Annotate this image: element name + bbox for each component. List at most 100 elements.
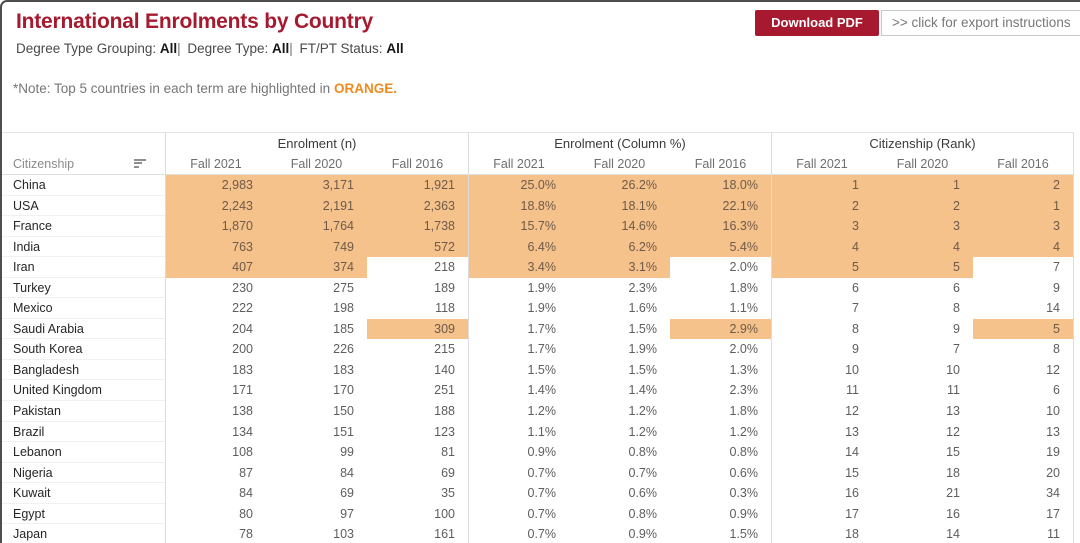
- value-cell[interactable]: 151: [333, 424, 354, 439]
- value-cell[interactable]: 12: [946, 424, 960, 439]
- group-header-citizenship-rank[interactable]: Citizenship (Rank): [771, 133, 1074, 154]
- value-cell[interactable]: 407: [165, 257, 266, 278]
- country-label[interactable]: United Kingdom: [2, 380, 165, 401]
- value-cell[interactable]: 1.2%: [729, 424, 759, 439]
- value-cell[interactable]: 200: [165, 339, 266, 360]
- value-cell[interactable]: 3,171: [266, 175, 367, 196]
- value-cell[interactable]: 1.5%: [628, 362, 658, 377]
- value-cell[interactable]: 1.8%: [729, 280, 759, 295]
- value-cell[interactable]: 22.1%: [670, 195, 771, 217]
- value-cell[interactable]: 763: [165, 236, 266, 258]
- value-cell[interactable]: 1: [771, 175, 872, 196]
- country-label[interactable]: Iran: [2, 257, 165, 278]
- value-cell[interactable]: 0.9%: [729, 506, 759, 521]
- value-cell[interactable]: 103: [333, 527, 354, 542]
- value-cell[interactable]: 0.9%: [468, 442, 569, 463]
- value-cell[interactable]: 10: [973, 401, 1074, 422]
- filter-value-degree-type-grouping[interactable]: All: [159, 41, 178, 56]
- value-cell[interactable]: 189: [434, 280, 455, 295]
- value-cell[interactable]: 2.9%: [670, 318, 771, 340]
- value-cell[interactable]: 7: [973, 257, 1074, 278]
- value-cell[interactable]: 84: [340, 465, 354, 480]
- value-cell[interactable]: 0.7%: [468, 503, 569, 525]
- value-cell[interactable]: 4: [973, 236, 1074, 258]
- value-cell[interactable]: 14: [771, 442, 872, 463]
- value-cell[interactable]: 140: [434, 362, 455, 377]
- value-cell[interactable]: 7: [771, 298, 872, 319]
- value-cell[interactable]: 35: [441, 486, 455, 501]
- value-cell[interactable]: 5.4%: [670, 236, 771, 258]
- value-cell[interactable]: 4: [771, 236, 872, 258]
- row-dimension-header[interactable]: Citizenship: [2, 154, 165, 174]
- value-cell[interactable]: 3.1%: [569, 257, 670, 278]
- term-header[interactable]: Fall 2021: [165, 154, 266, 174]
- country-label[interactable]: Bangladesh: [2, 360, 165, 381]
- term-header[interactable]: Fall 2021: [771, 154, 872, 174]
- value-cell[interactable]: 0.3%: [729, 486, 759, 501]
- value-cell[interactable]: 6: [953, 280, 960, 295]
- country-label[interactable]: Kuwait: [2, 483, 165, 504]
- country-label[interactable]: USA: [2, 196, 165, 217]
- value-cell[interactable]: 1.7%: [468, 339, 569, 360]
- value-cell[interactable]: 108: [165, 442, 266, 463]
- value-cell[interactable]: 20: [973, 462, 1074, 484]
- value-cell[interactable]: 8: [771, 318, 872, 340]
- value-cell[interactable]: 81: [441, 445, 455, 460]
- value-cell[interactable]: 2,191: [266, 195, 367, 217]
- country-label[interactable]: Saudi Arabia: [2, 319, 165, 340]
- value-cell[interactable]: 0.7%: [468, 462, 569, 484]
- value-cell[interactable]: 0.8%: [729, 445, 759, 460]
- value-cell[interactable]: 10: [771, 359, 872, 381]
- country-label[interactable]: Lebanon: [2, 442, 165, 463]
- value-cell[interactable]: 5: [872, 257, 973, 278]
- value-cell[interactable]: 2.3%: [729, 383, 759, 398]
- value-cell[interactable]: 1.5%: [729, 527, 759, 542]
- country-label[interactable]: South Korea: [2, 339, 165, 360]
- value-cell[interactable]: 2.3%: [628, 280, 658, 295]
- value-cell[interactable]: 6.2%: [569, 236, 670, 258]
- value-cell[interactable]: 9: [973, 277, 1074, 299]
- value-cell[interactable]: 18: [771, 524, 872, 543]
- value-cell[interactable]: 16: [946, 506, 960, 521]
- value-cell[interactable]: 18.1%: [569, 195, 670, 217]
- value-cell[interactable]: 15: [946, 445, 960, 460]
- value-cell[interactable]: 1.1%: [468, 421, 569, 443]
- term-header[interactable]: Fall 2020: [896, 157, 949, 171]
- value-cell[interactable]: 1.2%: [628, 404, 658, 419]
- country-label[interactable]: Egypt: [2, 504, 165, 525]
- value-cell[interactable]: 198: [333, 301, 354, 316]
- value-cell[interactable]: 4: [872, 236, 973, 258]
- value-cell[interactable]: 9: [771, 339, 872, 360]
- value-cell[interactable]: 14.6%: [569, 216, 670, 237]
- value-cell[interactable]: 2,243: [165, 195, 266, 217]
- value-cell[interactable]: 150: [333, 404, 354, 419]
- value-cell[interactable]: 12: [973, 359, 1074, 381]
- value-cell[interactable]: 6: [973, 380, 1074, 402]
- value-cell[interactable]: 99: [340, 445, 354, 460]
- value-cell[interactable]: 0.8%: [628, 445, 658, 460]
- value-cell[interactable]: 215: [434, 342, 455, 357]
- filter-value-degree-type[interactable]: All: [271, 41, 290, 56]
- value-cell[interactable]: 572: [367, 236, 468, 258]
- term-header[interactable]: Fall 2016: [973, 154, 1074, 174]
- value-cell[interactable]: 84: [165, 483, 266, 504]
- value-cell[interactable]: 13: [771, 421, 872, 443]
- value-cell[interactable]: 1.9%: [468, 277, 569, 299]
- country-label[interactable]: France: [2, 216, 165, 237]
- country-label[interactable]: Pakistan: [2, 401, 165, 422]
- value-cell[interactable]: 6: [771, 277, 872, 299]
- value-cell[interactable]: 97: [340, 506, 354, 521]
- value-cell[interactable]: 185: [333, 321, 354, 336]
- group-header-enrolment-n[interactable]: Enrolment (n): [165, 133, 468, 154]
- term-header[interactable]: Fall 2020: [290, 157, 343, 171]
- value-cell[interactable]: 21: [946, 486, 960, 501]
- sort-descending-icon[interactable]: [134, 158, 147, 170]
- value-cell[interactable]: 1,738: [367, 216, 468, 237]
- country-label[interactable]: China: [2, 175, 165, 196]
- value-cell[interactable]: 251: [434, 383, 455, 398]
- value-cell[interactable]: 0.9%: [628, 527, 658, 542]
- value-cell[interactable]: 69: [340, 486, 354, 501]
- value-cell[interactable]: 0.6%: [628, 486, 658, 501]
- value-cell[interactable]: 218: [434, 260, 455, 275]
- value-cell[interactable]: 1.3%: [729, 362, 759, 377]
